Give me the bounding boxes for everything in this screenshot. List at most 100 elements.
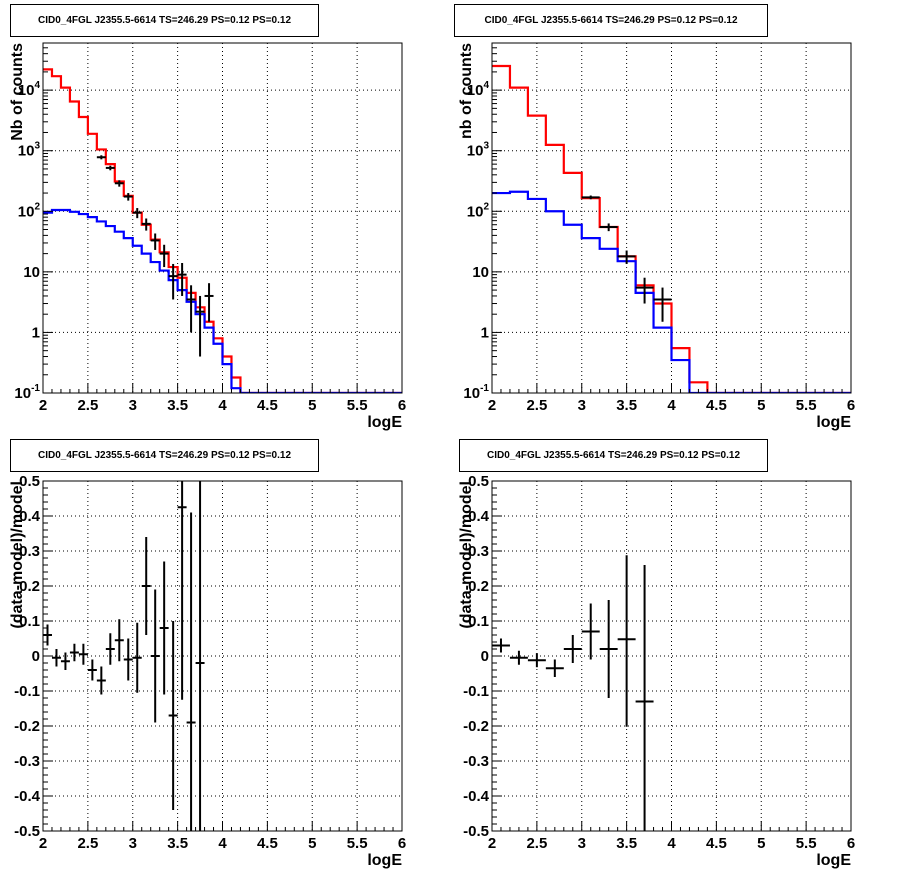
- data-point: [123, 193, 133, 201]
- data-point: [653, 287, 672, 322]
- y-axis-label: (data-model)/model: [9, 481, 26, 629]
- data-point: [177, 481, 187, 700]
- x-tick-label: 2: [39, 835, 47, 852]
- data-point: [635, 277, 654, 304]
- tick-label: 0: [32, 648, 40, 665]
- plot-panel-4: 2 2.5 3 3.5 4 4.5 5 5.5 6 -0.5 -0.4 -0.3 -0.2 -0.1 0 0.…: [458, 473, 855, 869]
- x-tick-label: 5: [308, 835, 316, 852]
- data-point: [78, 643, 88, 665]
- x-tick-label: 4: [218, 397, 227, 414]
- data-point: [581, 603, 600, 660]
- x-tick-label: 3.5: [616, 397, 637, 414]
- x-tick-label: 3: [129, 835, 137, 852]
- svg-text:104: 104: [467, 80, 490, 99]
- tick-label: 10: [472, 264, 489, 281]
- plot-panel-3: 2 2.5 3 3.5 4 4.5 5 5.5 6 -0.5 -0.4 -0.3 -0.2 -0.1 0 0.…: [9, 473, 406, 869]
- x-tick-label: 3: [578, 397, 586, 414]
- tick-label: 0.3: [19, 543, 40, 560]
- svg-text:102: 102: [18, 201, 41, 220]
- data-point: [617, 250, 636, 264]
- data-point: [527, 653, 546, 668]
- x-tick-label: 5: [308, 397, 316, 414]
- x-axis-ticks: [42, 383, 403, 393]
- data-point: [168, 621, 178, 810]
- series-group: [43, 481, 205, 831]
- plot-title-2: CID0_4FGL J2355.5-6614 TS=246.29 PS=0.12…: [454, 4, 768, 37]
- x-axis-label: logE: [367, 852, 402, 869]
- x-tick-label: 5.5: [347, 835, 368, 852]
- data-point: [204, 283, 214, 322]
- model-component-histogram: [492, 190, 851, 393]
- tick-label: -0.3: [14, 753, 40, 770]
- model-total-histogram: [43, 68, 402, 393]
- x-tick-label: 2: [488, 397, 496, 414]
- x-axis-label: logE: [816, 414, 851, 431]
- data-point: [105, 633, 115, 665]
- data-point: [51, 649, 61, 667]
- data-point: [186, 285, 196, 333]
- svg-text:10-1: 10-1: [14, 383, 40, 402]
- tick-label: -0.5: [14, 823, 40, 840]
- data-point: [545, 659, 564, 677]
- y-tick-label: 103: [18, 141, 41, 160]
- svg-text:10-1: 10-1: [463, 383, 489, 402]
- series-group: [492, 64, 851, 393]
- data-point: [195, 481, 205, 831]
- tick-label: 0: [481, 648, 489, 665]
- x-tick-label: 3: [578, 835, 586, 852]
- tick-label: 1: [32, 324, 40, 341]
- x-tick-label: 4.5: [257, 397, 278, 414]
- y-tick-label: 103: [467, 141, 490, 160]
- data-point: [186, 512, 196, 831]
- data-point: [96, 155, 106, 160]
- plot-panel-1: 2 2.5 3 3.5 4 4.5 5 5.5 6 10-1 1 10 102 103 104 logE Nb …: [9, 42, 406, 431]
- x-tick-label: 5: [757, 835, 765, 852]
- tick-label: -0.1: [463, 683, 489, 700]
- tick-label: 0.4: [19, 508, 41, 525]
- plot-title-4: CID0_4FGL J2355.5-6614 TS=246.29 PS=0.12…: [459, 439, 768, 472]
- y-axis-ticks: [492, 480, 502, 832]
- data-point: [150, 589, 160, 723]
- x-axis-label: logE: [816, 852, 851, 869]
- grid: [43, 481, 402, 831]
- grid: [492, 481, 851, 831]
- x-axis-ticks: [491, 383, 852, 393]
- y-tick-label: 102: [467, 201, 490, 220]
- x-tick-label: 4: [218, 835, 227, 852]
- x-tick-label: 2.5: [526, 835, 547, 852]
- x-tick-label: 2: [39, 397, 47, 414]
- x-tick-label: 4.5: [257, 835, 278, 852]
- data-point: [168, 263, 178, 300]
- data-point: [177, 263, 187, 296]
- y-axis-ticks: [492, 42, 502, 394]
- x-tick-label: 5.5: [347, 397, 368, 414]
- data-point: [105, 165, 115, 171]
- tick-label: 0.2: [468, 578, 489, 595]
- x-tick-label: 6: [847, 835, 855, 852]
- x-tick-label: 5.5: [796, 397, 817, 414]
- plot-title-1: CID0_4FGL J2355.5-6614 TS=246.29 PS=0.12…: [10, 4, 319, 37]
- x-tick-label: 3.5: [616, 835, 637, 852]
- data-point: [159, 561, 169, 695]
- tick-label: -0.4: [463, 788, 490, 805]
- x-tick-label: 6: [847, 397, 855, 414]
- tick-label: 1: [481, 324, 489, 341]
- data-point: [69, 643, 79, 662]
- y-axis-label: (data-model)/model: [458, 481, 475, 629]
- series-group: [43, 68, 402, 393]
- tick-label: 0.4: [468, 508, 490, 525]
- x-axis-label: logE: [367, 414, 402, 431]
- tick-label: -0.2: [463, 718, 489, 735]
- data-point: [141, 537, 151, 635]
- data-point: [492, 638, 510, 653]
- x-tick-label: 4: [667, 835, 676, 852]
- tick-label: -0.5: [463, 823, 489, 840]
- tick-label: 0.1: [468, 613, 489, 630]
- x-tick-label: 3.5: [167, 397, 188, 414]
- data-point: [581, 195, 600, 200]
- svg-text:103: 103: [467, 141, 490, 160]
- data-point: [141, 218, 151, 231]
- x-tick-label: 6: [398, 397, 406, 414]
- data-point: [617, 555, 636, 727]
- svg-text:102: 102: [467, 201, 490, 220]
